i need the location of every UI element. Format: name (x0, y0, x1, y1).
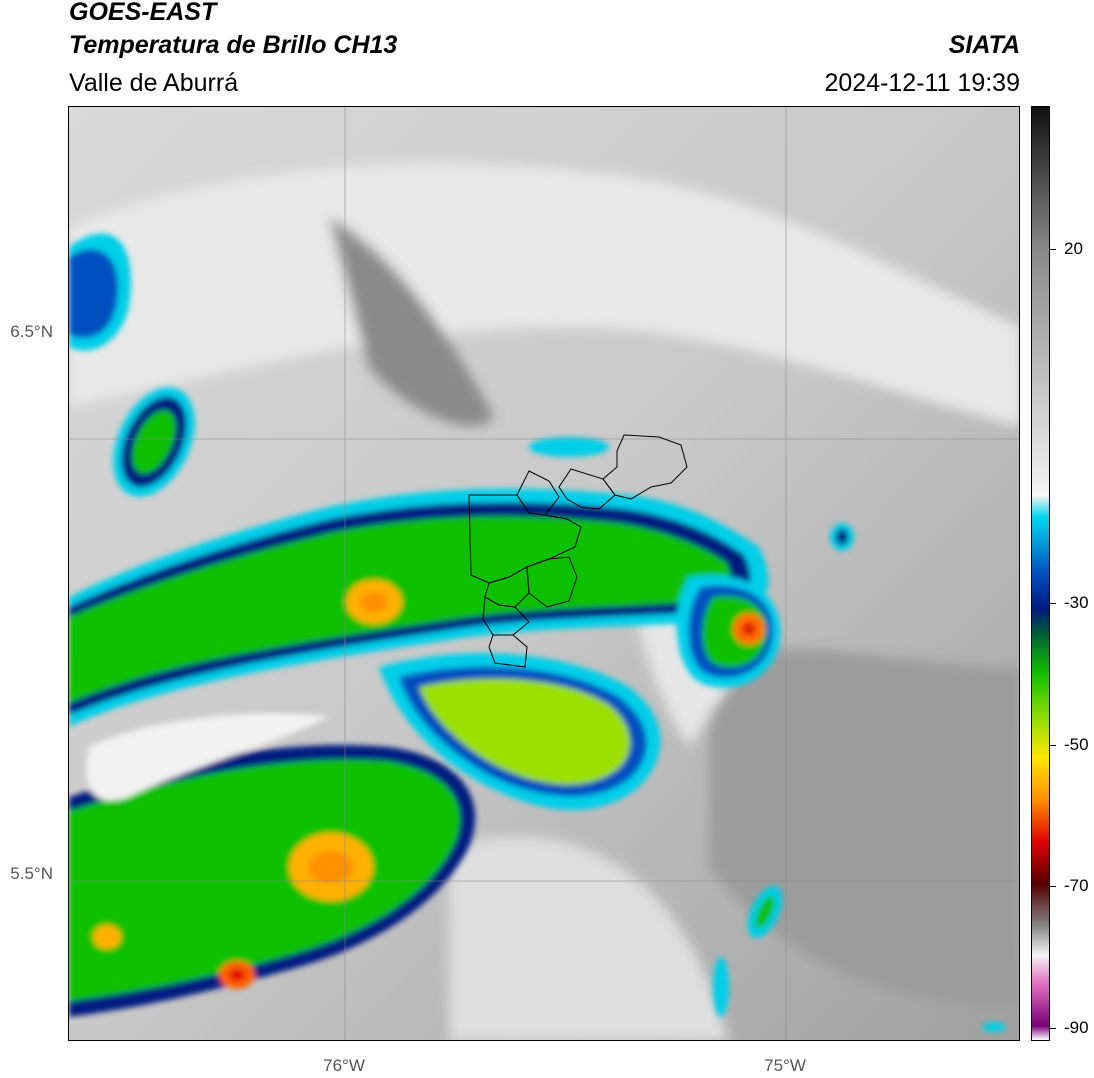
colorbar-label-minus-50: -50 (1064, 735, 1089, 754)
lon-label-75w: 75°W (764, 1056, 806, 1075)
gridlines (69, 107, 1019, 1040)
colorbar-label-minus-30: -30 (1064, 593, 1089, 612)
map-svg (69, 107, 1019, 1040)
timestamp-label: 2024-12-11 19:39 (824, 69, 1020, 97)
colorbar-tick (1050, 1028, 1056, 1029)
subtitle-region: Valle de Aburrá (69, 69, 239, 97)
organization-label: SIATA (948, 31, 1020, 59)
colorbar-label-minus-90: -90 (1064, 1018, 1089, 1037)
satellite-map[interactable] (68, 106, 1020, 1041)
colorbar-tick (1050, 886, 1056, 887)
colorbar-tick (1050, 603, 1056, 604)
colorbar-tick (1050, 745, 1056, 746)
municipal-boundaries (468, 434, 688, 668)
colorbar-tick (1050, 249, 1056, 250)
lat-label-6-5: 6.5°N (10, 322, 53, 341)
colorbar-label-minus-70: -70 (1064, 876, 1089, 895)
title-product: Temperatura de Brillo CH13 (69, 31, 398, 59)
lat-label-5-5: 5.5°N (10, 864, 53, 883)
lon-label-76w: 76°W (323, 1056, 365, 1075)
title-satellite: GOES-EAST (69, 0, 217, 26)
colorbar (1031, 106, 1050, 1041)
colorbar-label-20: 20 (1064, 239, 1083, 258)
